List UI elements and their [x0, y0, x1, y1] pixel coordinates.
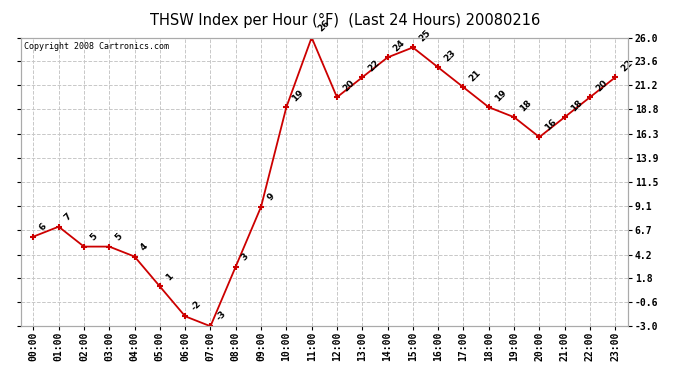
Text: 4: 4: [139, 242, 150, 252]
Text: -2: -2: [189, 299, 203, 312]
Text: 3: 3: [240, 252, 250, 262]
Text: 9: 9: [265, 192, 276, 202]
Text: 24: 24: [392, 38, 407, 53]
Text: Copyright 2008 Cartronics.com: Copyright 2008 Cartronics.com: [23, 42, 169, 51]
Text: 18: 18: [518, 98, 533, 113]
Text: 26: 26: [316, 18, 331, 33]
Text: 20: 20: [594, 78, 609, 93]
Text: 1: 1: [164, 272, 175, 282]
Text: THSW Index per Hour (°F)  (Last 24 Hours) 20080216: THSW Index per Hour (°F) (Last 24 Hours)…: [150, 13, 540, 28]
Text: 25: 25: [417, 28, 432, 43]
Text: 19: 19: [493, 88, 509, 103]
Text: 5: 5: [113, 232, 124, 242]
Text: 7: 7: [63, 211, 74, 222]
Text: 22: 22: [620, 58, 635, 73]
Text: 18: 18: [569, 98, 584, 113]
Text: 21: 21: [468, 68, 483, 83]
Text: 23: 23: [442, 48, 457, 63]
Text: -3: -3: [215, 309, 228, 322]
Text: 20: 20: [341, 78, 356, 93]
Text: 5: 5: [88, 232, 99, 242]
Text: 6: 6: [37, 222, 48, 232]
Text: 19: 19: [290, 88, 306, 103]
Text: 22: 22: [366, 58, 382, 73]
Text: 16: 16: [544, 118, 559, 133]
